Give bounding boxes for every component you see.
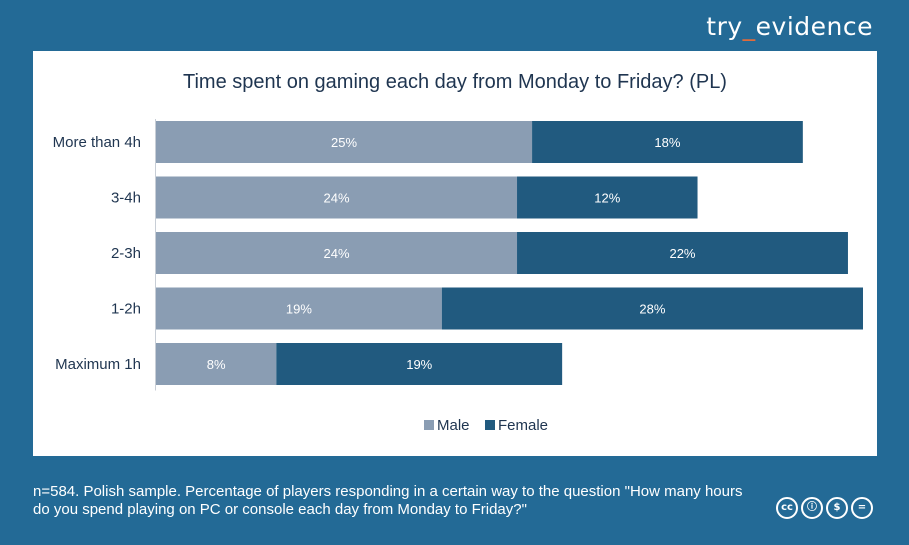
bar-female	[276, 343, 563, 385]
bar-male	[156, 121, 533, 163]
category-label: 2-3h	[111, 245, 141, 262]
nc-icon: $	[826, 497, 848, 519]
brand-prefix: try	[706, 12, 743, 41]
bar-female	[441, 287, 863, 330]
data-label: 18%	[654, 135, 680, 150]
license-icons: cc ⓘ $ =	[776, 497, 873, 519]
bar-male	[156, 232, 518, 274]
bar-female	[517, 176, 698, 219]
data-label: 12%	[594, 191, 620, 206]
nd-icon: =	[851, 497, 873, 519]
category-label: 3-4h	[111, 190, 141, 207]
data-label: 24%	[323, 191, 349, 206]
data-label: 22%	[669, 246, 695, 261]
by-icon: ⓘ	[801, 497, 823, 519]
footnote: n=584. Polish sample. Percentage of play…	[33, 483, 743, 518]
chart-title: Time spent on gaming each day from Monda…	[183, 71, 727, 93]
category-label: 1-2h	[111, 301, 141, 318]
bar-male	[156, 287, 442, 330]
data-label: 19%	[406, 357, 432, 372]
category-label: Maximum 1h	[55, 356, 141, 373]
data-label: 8%	[207, 357, 226, 372]
chart-panel: Time spent on gaming each day from Monda…	[33, 51, 877, 456]
bar-female	[517, 232, 848, 274]
brand-logo: try_evidence	[706, 12, 873, 41]
bar-female	[532, 121, 803, 163]
data-label: 19%	[286, 302, 312, 317]
legend-swatch-female	[485, 420, 495, 430]
brand-mark: _	[742, 12, 756, 41]
data-label: 25%	[331, 135, 357, 150]
legend-label-male: Male	[437, 417, 470, 434]
bar-male	[156, 176, 518, 219]
category-label: More than 4h	[53, 134, 141, 151]
legend-label-female: Female	[498, 417, 548, 434]
data-label: 24%	[323, 246, 349, 261]
legend-swatch-male	[424, 420, 434, 430]
data-label: 28%	[639, 302, 665, 317]
brand-suffix: evidence	[755, 12, 873, 41]
bar-male	[156, 343, 277, 385]
chart: More than 4h 25% 18% 3-4h 24% 12% 2-3h 24% 22% 1-…	[53, 119, 863, 434]
cc-icon: cc	[776, 497, 798, 519]
